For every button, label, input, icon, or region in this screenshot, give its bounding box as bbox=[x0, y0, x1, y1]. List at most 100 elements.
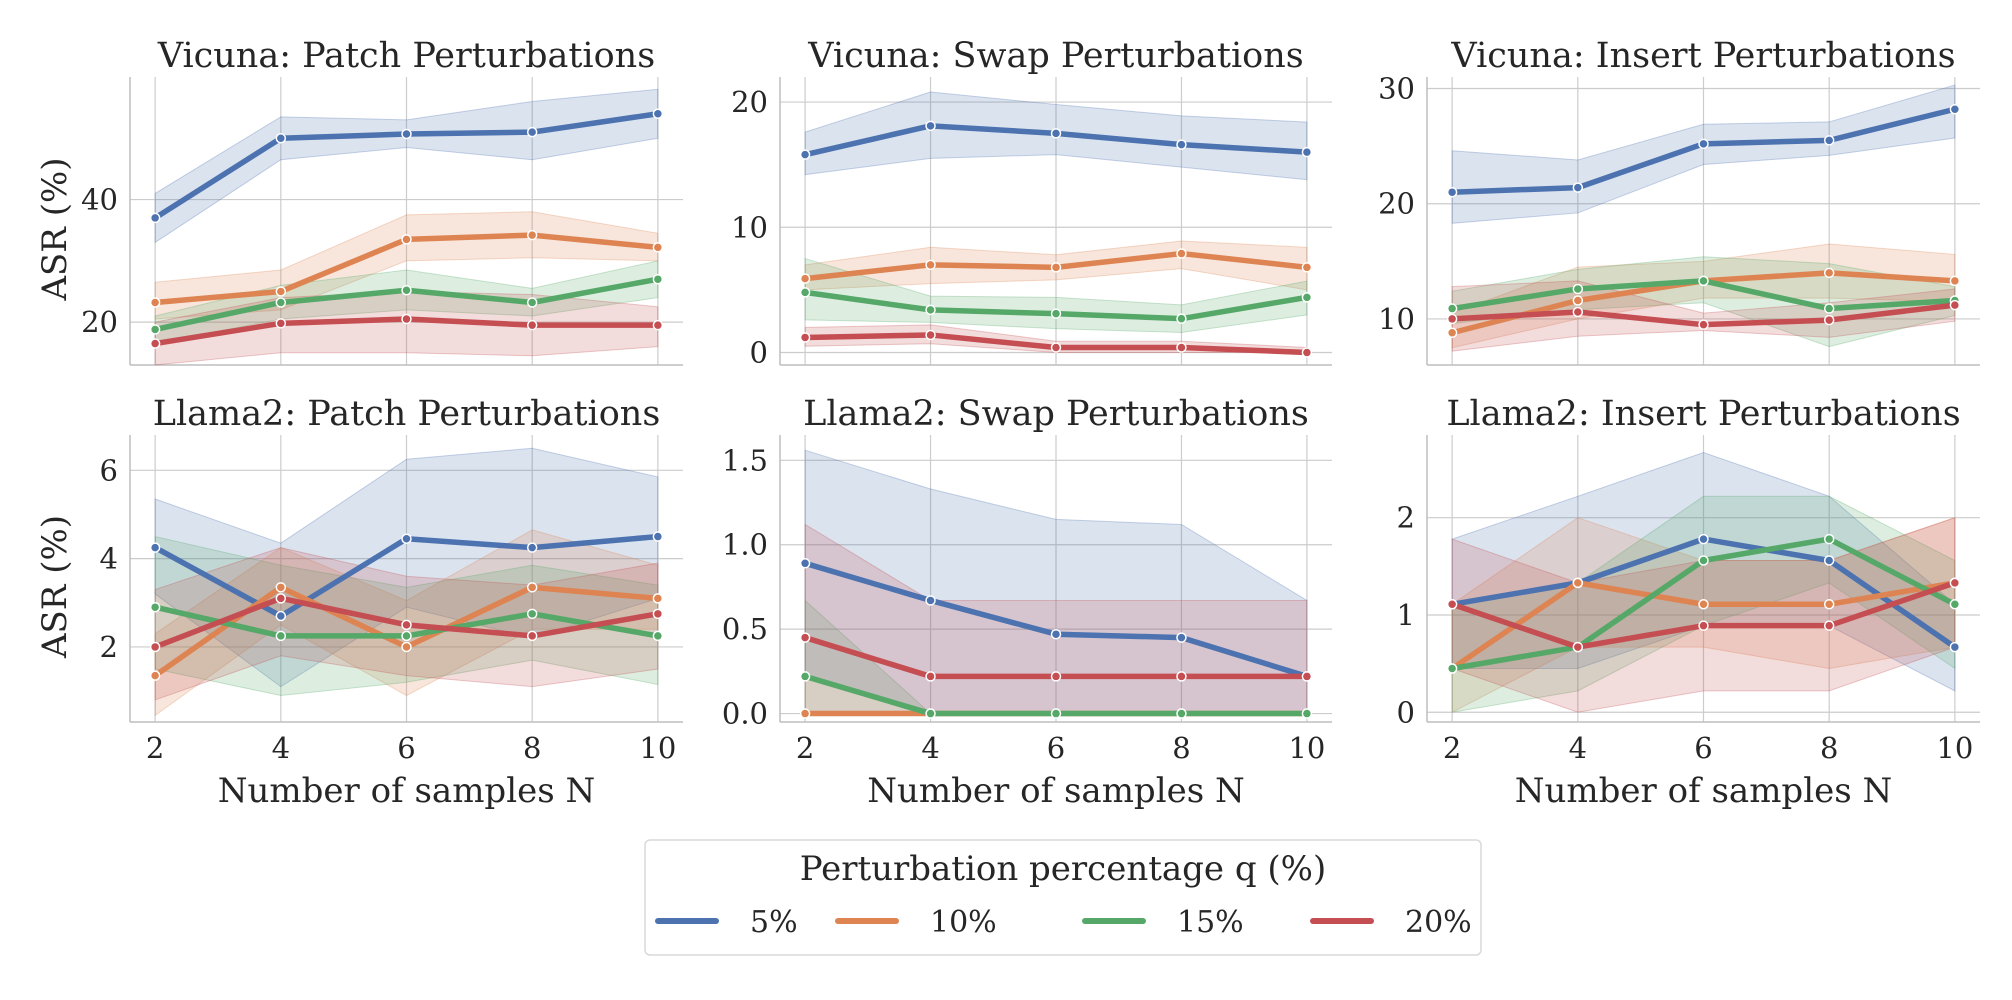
data-point bbox=[1823, 620, 1835, 631]
data-point bbox=[652, 319, 664, 331]
data-point bbox=[1301, 146, 1313, 158]
x-tick-label: 8 bbox=[1172, 731, 1190, 765]
data-point bbox=[1823, 314, 1835, 326]
data-point bbox=[652, 608, 664, 620]
x-tick-label: 2 bbox=[796, 731, 814, 765]
y-tick-label: 0 bbox=[1397, 695, 1415, 729]
data-point bbox=[1446, 599, 1458, 610]
panel-title: Vicuna: Patch Perturbations bbox=[157, 36, 655, 76]
data-point bbox=[1698, 620, 1709, 631]
data-point bbox=[1949, 104, 1961, 115]
data-point bbox=[1446, 313, 1458, 325]
data-point bbox=[1949, 599, 1961, 610]
data-point bbox=[1698, 138, 1709, 150]
panel-title: Vicuna: Insert Perturbations bbox=[1450, 36, 1955, 76]
data-point bbox=[1176, 671, 1187, 682]
data-point bbox=[925, 120, 936, 132]
y-tick-label: 10 bbox=[731, 210, 768, 244]
data-point bbox=[1949, 299, 1961, 311]
data-point bbox=[275, 582, 287, 593]
data-point bbox=[925, 595, 936, 606]
panel-2: 0 10 20 Vicuna: Swap Perturbations bbox=[731, 36, 1332, 369]
data-point bbox=[526, 319, 538, 331]
data-point bbox=[652, 242, 664, 253]
data-point bbox=[799, 332, 811, 343]
data-point bbox=[1698, 599, 1709, 610]
confidence-band-15% bbox=[154, 535, 659, 697]
data-point bbox=[275, 630, 287, 642]
legend: Perturbation percentage q (%)5% 10% 15% 20% bbox=[644, 839, 1482, 956]
data-point bbox=[1823, 135, 1835, 146]
data-point bbox=[799, 708, 811, 719]
data-point bbox=[149, 297, 161, 308]
y-tick-label: 6 bbox=[100, 453, 118, 487]
y-tick-label: 0 bbox=[750, 335, 768, 369]
data-point bbox=[799, 558, 811, 569]
data-point bbox=[925, 671, 936, 682]
y-tick-label: 1 bbox=[1397, 598, 1415, 632]
data-point bbox=[1949, 641, 1961, 653]
data-point bbox=[275, 286, 287, 297]
data-point bbox=[1446, 186, 1458, 198]
data-point bbox=[799, 632, 811, 643]
data-point bbox=[1050, 262, 1062, 273]
legend-label-20%: 20% bbox=[1405, 905, 1472, 940]
data-point bbox=[149, 338, 161, 349]
data-point bbox=[1823, 267, 1835, 279]
data-point bbox=[149, 641, 161, 653]
data-point bbox=[526, 608, 538, 620]
data-point bbox=[401, 619, 412, 631]
data-point bbox=[526, 582, 538, 593]
data-point bbox=[1446, 303, 1458, 314]
data-point bbox=[401, 313, 412, 325]
data-point bbox=[1050, 628, 1062, 640]
data-point bbox=[799, 273, 811, 284]
data-point bbox=[1050, 708, 1062, 719]
data-point bbox=[1572, 283, 1584, 295]
x-tick-label: 4 bbox=[921, 731, 939, 765]
data-point bbox=[1176, 248, 1187, 259]
x-axis-label: Number of samples N bbox=[867, 771, 1244, 811]
panel-title: Llama2: Patch Perturbations bbox=[153, 394, 661, 434]
y-tick-label: 0.5 bbox=[722, 612, 768, 646]
data-point bbox=[1301, 292, 1313, 303]
x-tick-label: 10 bbox=[639, 731, 676, 765]
data-point bbox=[149, 601, 161, 613]
data-point bbox=[1698, 275, 1709, 287]
data-point bbox=[1050, 128, 1062, 139]
data-point bbox=[1572, 577, 1584, 589]
data-point bbox=[401, 284, 412, 296]
legend-box bbox=[644, 839, 1482, 956]
data-point bbox=[1823, 555, 1835, 566]
data-point bbox=[1176, 342, 1187, 353]
data-point bbox=[1301, 347, 1313, 358]
data-point bbox=[1301, 262, 1313, 273]
data-point bbox=[1572, 295, 1584, 306]
x-tick-label: 4 bbox=[1569, 731, 1587, 765]
y-axis-label: ASR (%) bbox=[35, 157, 75, 301]
y-tick-label: 40 bbox=[81, 183, 118, 217]
panel-5: 0.0 0.5 1.0 1.5 2 4 6 8 10 Llama2: Swap Perturbat… bbox=[722, 394, 1332, 811]
data-point bbox=[1949, 577, 1961, 589]
y-tick-label: 4 bbox=[100, 542, 118, 576]
legend-label-5%: 5% bbox=[750, 905, 798, 940]
data-point bbox=[1301, 708, 1313, 719]
data-point bbox=[925, 304, 936, 316]
panel-title: Llama2: Swap Perturbations bbox=[803, 394, 1309, 434]
data-point bbox=[652, 593, 664, 604]
data-point bbox=[275, 593, 287, 604]
data-point bbox=[526, 126, 538, 138]
data-point bbox=[925, 329, 936, 341]
x-tick-label: 4 bbox=[272, 731, 290, 765]
y-tick-label: 20 bbox=[81, 305, 118, 339]
data-point bbox=[1050, 671, 1062, 682]
y-tick-label: 10 bbox=[1378, 302, 1415, 336]
data-point bbox=[1176, 313, 1187, 324]
y-tick-label: 0.0 bbox=[722, 697, 768, 731]
y-tick-label: 20 bbox=[731, 85, 768, 119]
panel-title: Vicuna: Swap Perturbations bbox=[807, 36, 1304, 76]
x-tick-label: 6 bbox=[1047, 731, 1065, 765]
data-point bbox=[1698, 533, 1709, 545]
x-tick-label: 2 bbox=[1443, 731, 1461, 765]
y-tick-label: 30 bbox=[1378, 72, 1415, 106]
